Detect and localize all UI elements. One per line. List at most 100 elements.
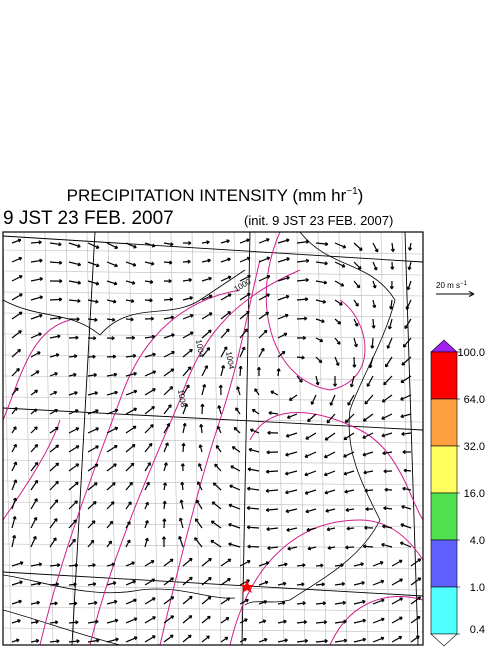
wind-arrow — [270, 390, 279, 396]
wind-arrow — [239, 257, 251, 263]
wind-arrow-head — [389, 306, 394, 310]
wind-arrow-head — [299, 379, 303, 383]
wind-arrow — [324, 432, 336, 441]
wind-arrow — [49, 564, 60, 567]
wind-arrow — [201, 312, 213, 320]
pressure-contour — [3, 319, 71, 421]
wind-arrow — [163, 442, 169, 453]
wind-arrow — [11, 619, 21, 624]
wind-arrow — [87, 409, 99, 415]
wind-arrow — [371, 337, 374, 349]
wind-arrow-head — [96, 263, 100, 268]
wind-arrow — [106, 638, 119, 643]
wind-arrow-head — [196, 481, 201, 485]
wind-arrow — [200, 424, 203, 434]
wind-arrow — [391, 636, 402, 643]
wind-arrow-head — [190, 313, 194, 318]
wind-arrow — [239, 638, 247, 643]
wind-arrow-head — [285, 490, 289, 495]
wind-arrow-head — [74, 563, 79, 568]
wind-arrow — [11, 479, 17, 491]
wind-arrow-head — [132, 262, 137, 267]
wind-arrow-head — [364, 400, 369, 405]
wind-arrow — [220, 240, 230, 244]
wind-arrow-head — [74, 391, 78, 396]
wind-arrow-head — [194, 537, 198, 541]
wind-arrow-head — [337, 320, 342, 325]
wind-arrow-head — [362, 618, 367, 623]
grid-line — [3, 375, 423, 381]
wind-arrow — [220, 558, 232, 567]
wind-arrow — [217, 426, 222, 434]
wind-arrow-head — [372, 304, 377, 309]
wind-arrow — [400, 375, 412, 383]
wind-arrow-head — [73, 354, 78, 359]
wind-arrow — [11, 387, 19, 396]
wind-arrow-head — [95, 245, 100, 249]
wind-arrow — [163, 351, 175, 358]
wind-arrow-head — [126, 539, 131, 544]
wind-arrow — [383, 507, 393, 510]
wind-arrow-head — [189, 595, 193, 600]
wind-arrow — [404, 318, 412, 329]
wind-arrow — [11, 639, 20, 643]
wind-arrow-head — [399, 597, 403, 602]
wind-arrow — [125, 580, 136, 586]
wind-arrow-head — [55, 444, 60, 449]
wind-arrow-head — [246, 310, 250, 315]
wind-arrow-head — [168, 260, 173, 265]
wind-arrow-head — [256, 366, 261, 371]
wind-arrow-head — [112, 581, 117, 586]
wind-arrow — [410, 616, 421, 624]
wind-arrow — [239, 275, 251, 282]
wind-arrow — [369, 356, 374, 368]
wind-arrow — [315, 602, 326, 605]
grid-line — [3, 606, 423, 612]
wind-arrow-head — [323, 472, 328, 477]
wind-arrow — [267, 546, 279, 549]
wind-arrow — [258, 620, 266, 624]
grid-line — [275, 232, 285, 645]
wind-arrow — [144, 616, 156, 624]
wind-arrow-head — [96, 638, 100, 643]
wind-arrow-head — [188, 557, 193, 562]
wind-arrow — [285, 451, 298, 456]
wind-arrow-head — [362, 637, 367, 642]
wind-arrow — [401, 432, 412, 435]
wind-arrow-head — [353, 343, 358, 348]
wind-arrow — [239, 293, 251, 301]
wind-arrow-head — [77, 244, 81, 248]
wind-arrow-head — [170, 242, 174, 247]
wind-arrow — [87, 583, 96, 586]
wind-arrow — [144, 406, 155, 415]
wind-arrow-head — [340, 563, 344, 568]
wind-arrow — [30, 536, 37, 548]
wind-arrow — [353, 337, 358, 348]
wind-arrow — [30, 241, 42, 244]
wind-arrow — [363, 470, 374, 474]
wind-arrow — [315, 640, 328, 643]
wind-arrow — [49, 462, 59, 472]
wind-arrow-head — [383, 381, 387, 386]
wind-arrow-head — [343, 436, 348, 441]
wind-arrow-head — [254, 388, 258, 392]
wind-arrow — [372, 580, 384, 586]
grid-line — [170, 232, 180, 645]
wind-arrow — [125, 261, 136, 267]
wind-arrow-head — [133, 371, 137, 376]
wind-arrow-head — [319, 338, 324, 343]
wind-arrow — [220, 293, 232, 301]
longitude-line — [241, 232, 251, 645]
wind-arrow — [49, 372, 58, 377]
wind-arrow-head — [228, 293, 232, 298]
wind-arrow-head — [32, 535, 37, 540]
wind-arrow-head — [132, 425, 137, 430]
colorbar-extend-top — [430, 339, 458, 353]
wind-arrow — [125, 280, 136, 284]
wind-arrow — [87, 242, 100, 249]
wind-arrow-head — [13, 407, 18, 411]
map-frame — [2, 231, 424, 646]
wind-arrow — [201, 404, 204, 415]
wind-arrow — [296, 621, 307, 624]
wind-arrow-head — [302, 601, 306, 606]
